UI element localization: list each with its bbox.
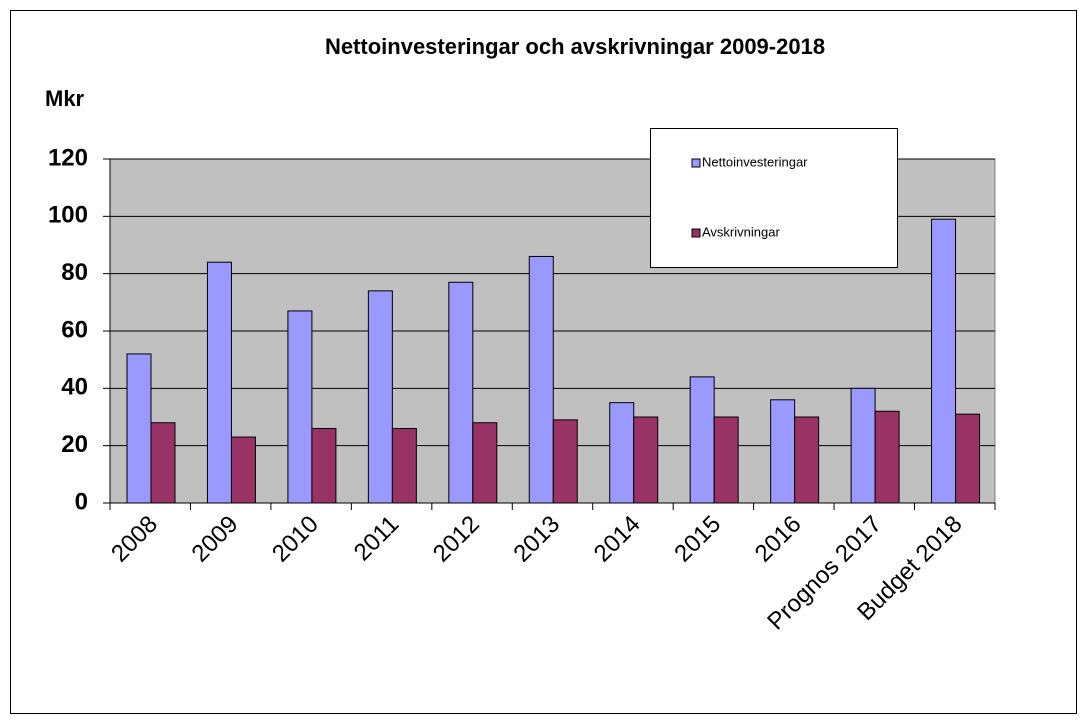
y-axis-label: Mkr — [45, 86, 85, 111]
y-tick-label: 40 — [61, 374, 88, 401]
bar — [230, 436, 256, 504]
bar — [552, 419, 578, 504]
bar — [633, 416, 659, 504]
y-tick-label: 0 — [75, 488, 88, 515]
bar — [955, 413, 981, 504]
bar — [287, 310, 313, 504]
bar — [770, 399, 796, 504]
legend-label: Avskrivningar — [702, 224, 780, 239]
bar — [874, 410, 900, 504]
bar — [126, 353, 152, 504]
chart-title: Nettoinvesteringar och avskrivningar 200… — [325, 34, 825, 59]
bar — [206, 261, 232, 504]
y-tick-label: 120 — [48, 144, 88, 171]
legend-swatch — [691, 158, 701, 168]
bar — [689, 376, 715, 504]
y-tick-label: 100 — [48, 202, 88, 229]
bar — [713, 416, 739, 504]
y-tick-label: 60 — [61, 316, 88, 343]
bar — [472, 422, 498, 504]
legend-box — [650, 128, 898, 268]
bar — [850, 387, 876, 504]
bar — [528, 255, 554, 504]
bar — [794, 416, 820, 504]
y-tick-label: 80 — [61, 259, 88, 286]
bar — [448, 281, 474, 504]
legend-swatch — [691, 228, 701, 238]
bar — [931, 218, 957, 504]
bar — [367, 290, 393, 504]
bar — [150, 422, 176, 504]
bar — [311, 427, 337, 504]
legend-label: Nettoinvesteringar — [702, 154, 808, 169]
bar — [391, 427, 417, 504]
bar — [609, 402, 635, 504]
y-tick-label: 20 — [61, 431, 88, 458]
